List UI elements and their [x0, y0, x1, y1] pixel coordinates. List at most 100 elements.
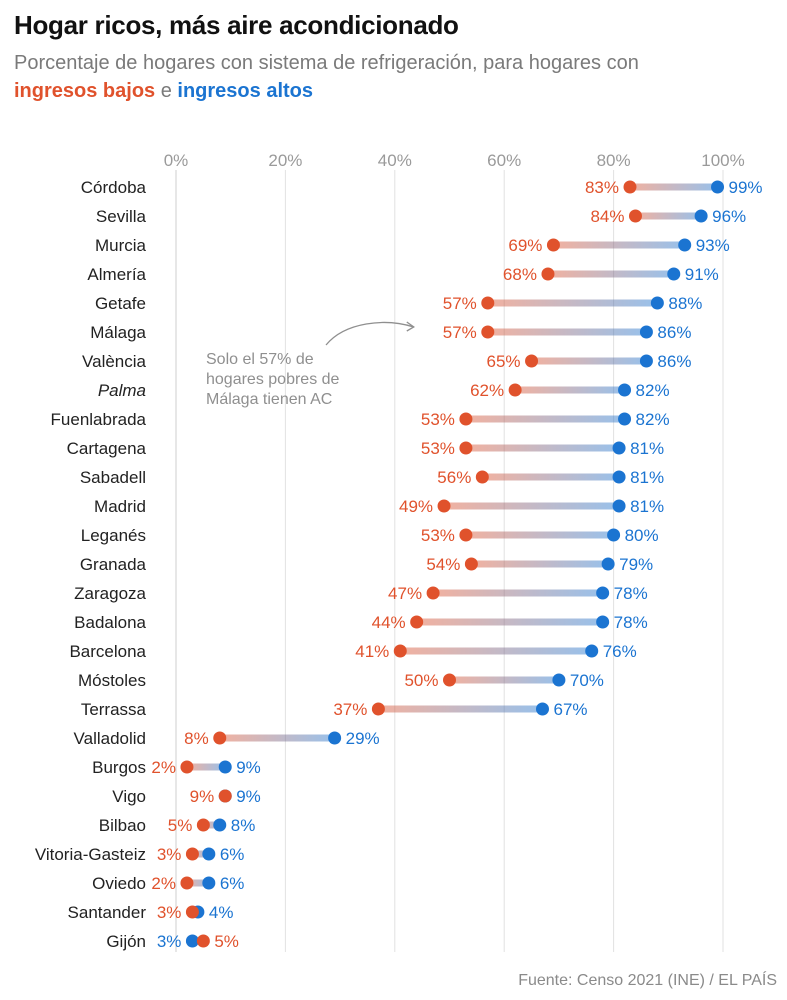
- value-label-low: 2%: [151, 758, 176, 777]
- dot-high-income: [678, 238, 692, 252]
- category-label: Granada: [80, 555, 147, 574]
- category-label: Córdoba: [81, 178, 147, 197]
- category-label: Cartagena: [67, 439, 147, 458]
- dot-high-income: [612, 470, 626, 484]
- dot-high-income: [585, 644, 599, 658]
- dot-low-income: [437, 499, 451, 513]
- category-label: Madrid: [94, 497, 146, 516]
- value-label-low: 54%: [426, 555, 460, 574]
- value-label-low: 44%: [372, 613, 406, 632]
- value-label-high: 9%: [236, 787, 261, 806]
- dot-high-income: [596, 586, 610, 600]
- dot-low-income: [459, 412, 473, 426]
- dot-low-income: [180, 760, 194, 774]
- value-label-high: 9%: [236, 758, 261, 777]
- value-label-high: 6%: [220, 874, 245, 893]
- dot-high-income: [202, 847, 216, 861]
- value-label-high: 78%: [614, 584, 648, 603]
- x-tick-label: 80%: [597, 151, 631, 170]
- category-label: Murcia: [95, 236, 147, 255]
- category-label: Vigo: [112, 787, 146, 806]
- dot-high-income: [711, 180, 725, 194]
- value-label-high: 4%: [209, 903, 234, 922]
- value-label-low: 49%: [399, 497, 433, 516]
- annotation-text: Solo el 57% de: [206, 351, 314, 368]
- category-label: Oviedo: [92, 874, 146, 893]
- value-label-high: 67%: [553, 700, 587, 719]
- category-label: Sevilla: [96, 207, 147, 226]
- dot-low-income: [218, 789, 232, 803]
- chart-subtitle: Porcentaje de hogares con sistema de ref…: [14, 49, 774, 105]
- dot-high-income: [601, 557, 615, 571]
- dot-high-income: [639, 354, 653, 368]
- dot-high-income: [218, 760, 232, 774]
- dot-low-income: [185, 905, 199, 919]
- category-label: Valladolid: [74, 729, 146, 748]
- dot-high-income: [612, 441, 626, 455]
- x-tick-label: 0%: [164, 151, 189, 170]
- value-label-high: 86%: [657, 323, 691, 342]
- value-label-high: 29%: [346, 729, 380, 748]
- dot-low-income: [475, 470, 489, 484]
- annotation-text: hogares pobres de: [206, 371, 340, 388]
- category-label: Málaga: [90, 323, 146, 342]
- value-label-low: 57%: [443, 323, 477, 342]
- dot-high-income: [202, 876, 216, 890]
- category-label: Zaragoza: [74, 584, 146, 603]
- dot-high-income: [607, 528, 621, 542]
- dot-high-income: [612, 499, 626, 513]
- value-label-high: 96%: [712, 207, 746, 226]
- value-label-low: 37%: [333, 700, 367, 719]
- value-label-low: 56%: [437, 468, 471, 487]
- dot-high-income: [639, 325, 653, 339]
- value-label-high: 91%: [685, 265, 719, 284]
- category-label: Sabadell: [80, 468, 146, 487]
- category-label: Almería: [87, 265, 146, 284]
- value-label-high: 78%: [614, 613, 648, 632]
- value-label-low: 2%: [151, 874, 176, 893]
- value-label-high: 82%: [636, 410, 670, 429]
- category-label: Barcelona: [69, 642, 146, 661]
- value-label-low: 5%: [214, 932, 239, 951]
- legend-low-income: ingresos bajos: [14, 80, 156, 102]
- dot-low-income: [628, 209, 642, 223]
- value-label-low: 3%: [157, 903, 182, 922]
- dot-low-income: [459, 528, 473, 542]
- dot-low-income: [546, 238, 560, 252]
- value-label-low: 47%: [388, 584, 422, 603]
- value-label-high: 3%: [157, 932, 182, 951]
- value-label-high: 93%: [696, 236, 730, 255]
- value-label-low: 41%: [355, 642, 389, 661]
- chart-header: Hogar ricos, más aire acondicionado Porc…: [14, 10, 774, 105]
- dot-low-income: [464, 557, 478, 571]
- value-label-high: 88%: [668, 294, 702, 313]
- dot-high-income: [535, 702, 549, 716]
- value-label-low: 53%: [421, 410, 455, 429]
- category-label: Burgos: [92, 758, 146, 777]
- subtitle-text: Porcentaje de hogares con sistema de ref…: [14, 52, 639, 74]
- dot-high-income: [328, 731, 342, 745]
- dot-high-income: [552, 673, 566, 687]
- value-label-high: 81%: [630, 439, 664, 458]
- dot-low-income: [185, 847, 199, 861]
- dot-high-income: [618, 412, 632, 426]
- dot-low-income: [443, 673, 456, 687]
- dot-high-income: [618, 383, 632, 397]
- value-label-high: 99%: [729, 178, 763, 197]
- dot-high-income: [213, 818, 227, 832]
- dot-low-income: [410, 615, 424, 629]
- value-label-low: 5%: [168, 816, 193, 835]
- annotation-arrowhead: [406, 321, 415, 332]
- value-label-low: 83%: [585, 178, 619, 197]
- x-tick-label: 40%: [378, 151, 412, 170]
- x-tick-label: 100%: [701, 151, 744, 170]
- category-label: Fuenlabrada: [51, 410, 147, 429]
- value-label-high: 81%: [630, 468, 664, 487]
- value-label-low: 65%: [487, 352, 521, 371]
- value-label-low: 57%: [443, 294, 477, 313]
- value-label-high: 79%: [619, 555, 653, 574]
- dot-low-income: [623, 180, 637, 194]
- dot-low-income: [481, 325, 495, 339]
- category-label: Santander: [68, 903, 147, 922]
